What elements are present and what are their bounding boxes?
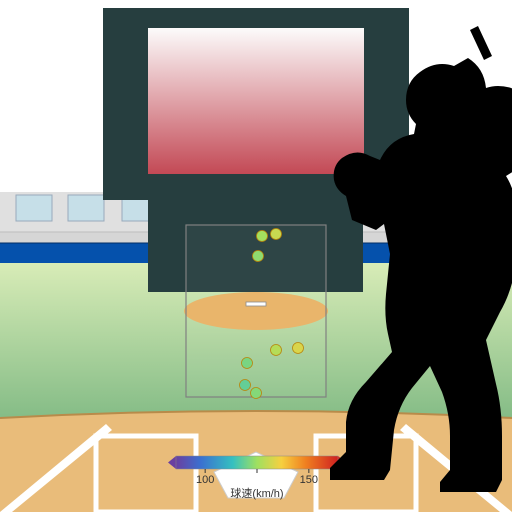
pitch-location-chart: 100 150 球速(km/h) (0, 0, 512, 512)
pitch-marker (271, 345, 282, 356)
pitch-marker (240, 380, 251, 391)
colorbar (176, 456, 338, 469)
pitch-marker (257, 231, 268, 242)
pitch-marker (271, 229, 282, 240)
stand-opening (68, 195, 104, 221)
pitch-marker (293, 343, 304, 354)
stand-opening (16, 195, 52, 221)
scoreboard-screen (148, 28, 364, 174)
pitch-marker (253, 251, 264, 262)
pitch-marker (251, 388, 262, 399)
colorbar-label: 球速(km/h) (230, 486, 283, 500)
pitch-marker (242, 358, 253, 369)
colorbar-tick-label: 100 (196, 474, 214, 486)
colorbar-tick-label: 150 (300, 474, 318, 486)
